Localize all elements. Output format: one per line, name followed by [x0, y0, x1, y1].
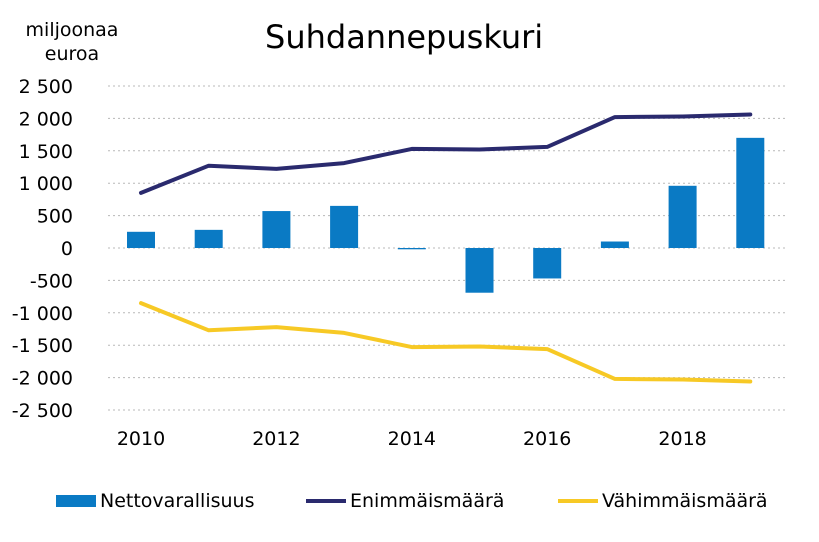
line-series — [139, 112, 753, 384]
legend-swatch-line — [306, 499, 346, 503]
bar — [127, 231, 155, 248]
legend-label: Enimmäismäärä — [350, 490, 505, 512]
y-tick-label: 2 500 — [19, 76, 73, 98]
y-tick-label: 1 000 — [19, 173, 73, 195]
line-enimmaismaara — [139, 112, 753, 195]
x-tick-label: 2014 — [388, 428, 436, 450]
legend-label: Vähimmäismäärä — [602, 490, 768, 512]
x-tick-label: 2016 — [523, 428, 571, 450]
legend: Nettovarallisuus Enimmäismäärä Vähimmäis… — [0, 490, 819, 520]
y-tick-label: -1 000 — [12, 303, 73, 325]
x-tick-label: 2018 — [658, 428, 706, 450]
y-tick-label: -500 — [30, 270, 73, 292]
y-axis-unit-label: miljoonaa euroa — [25, 19, 119, 65]
bar — [668, 185, 697, 248]
bar — [600, 241, 629, 248]
y-tick-label: 1 500 — [19, 141, 73, 163]
y-tick-label: 2 000 — [19, 108, 73, 130]
y-tick-labels: 2 500 2 000 1 500 1 000 500 0 -500 -1 000 -1 500… — [12, 76, 73, 422]
legend-label: Nettovarallisuus — [100, 490, 255, 512]
bar-series — [127, 137, 765, 293]
legend-item-nettovarallisuus: Nettovarallisuus — [56, 490, 255, 512]
x-tick-label: 2012 — [252, 428, 300, 450]
line-vahimmaismaara — [139, 301, 753, 384]
y-tick-label: -2 000 — [12, 368, 73, 390]
legend-swatch-line — [558, 499, 598, 503]
y-tick-label: -2 500 — [12, 400, 73, 422]
bar — [330, 205, 359, 248]
x-tick-labels: 2010 2012 2014 2016 2018 — [117, 428, 707, 450]
legend-swatch-bar — [56, 495, 96, 507]
y-tick-label: 0 — [61, 238, 73, 260]
bar — [194, 229, 223, 248]
y-tick-label: 500 — [37, 206, 73, 228]
bar — [397, 248, 426, 250]
bar — [533, 248, 562, 279]
legend-item-vahimmaismaara: Vähimmäismäärä — [558, 490, 768, 512]
bar — [262, 211, 291, 248]
bar — [736, 137, 765, 248]
bar — [465, 248, 494, 293]
chart-title: Suhdannepuskuri — [265, 18, 544, 56]
y-tick-label: -1 500 — [12, 335, 73, 357]
legend-item-enimmaismaara: Enimmäismäärä — [306, 490, 504, 512]
x-tick-label: 2010 — [117, 428, 165, 450]
